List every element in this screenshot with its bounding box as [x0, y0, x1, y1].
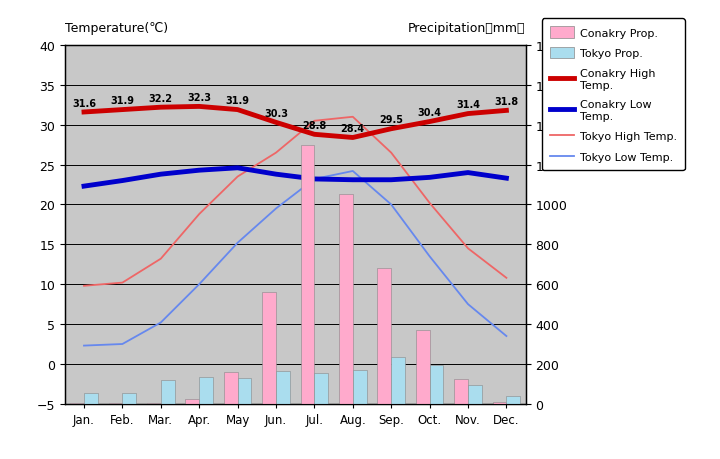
Legend: Conakry Prop., Tokyo Prop., Conakry High
Temp., Conakry Low
Temp., Tokyo High Te: Conakry Prop., Tokyo Prop., Conakry High…	[542, 19, 685, 171]
Text: 32.3: 32.3	[187, 93, 211, 103]
Text: 31.6: 31.6	[72, 98, 96, 108]
Text: 30.4: 30.4	[418, 108, 441, 118]
Bar	[506, 396, 521, 404]
Text: 30.3: 30.3	[264, 109, 288, 119]
Bar	[415, 330, 430, 404]
Bar	[70, 403, 84, 404]
Bar	[454, 380, 468, 404]
Bar	[276, 371, 290, 404]
Bar	[468, 386, 482, 404]
Bar	[262, 293, 276, 404]
Bar	[147, 403, 161, 404]
Bar	[353, 370, 366, 404]
Bar	[430, 365, 444, 404]
Text: Temperature(℃): Temperature(℃)	[65, 22, 168, 35]
Text: 31.8: 31.8	[495, 97, 518, 107]
Bar	[199, 377, 213, 404]
Bar	[339, 194, 353, 404]
Bar	[315, 374, 328, 404]
Text: 29.5: 29.5	[379, 115, 403, 125]
Bar	[391, 358, 405, 404]
Text: 28.8: 28.8	[302, 121, 327, 131]
Text: 32.2: 32.2	[149, 94, 173, 104]
Bar	[84, 393, 98, 404]
Bar	[161, 381, 175, 404]
Text: 31.4: 31.4	[456, 100, 480, 110]
Text: 28.4: 28.4	[341, 124, 365, 134]
Bar	[224, 373, 238, 404]
Bar	[185, 399, 199, 404]
Text: 31.9: 31.9	[225, 96, 250, 106]
Bar	[300, 146, 315, 404]
Bar	[492, 402, 506, 404]
Bar	[377, 268, 391, 404]
Text: 31.9: 31.9	[110, 96, 135, 106]
Bar	[122, 393, 136, 404]
Text: Precipitation（mm）: Precipitation（mm）	[408, 22, 526, 35]
Bar	[238, 379, 251, 404]
Bar	[109, 403, 122, 404]
